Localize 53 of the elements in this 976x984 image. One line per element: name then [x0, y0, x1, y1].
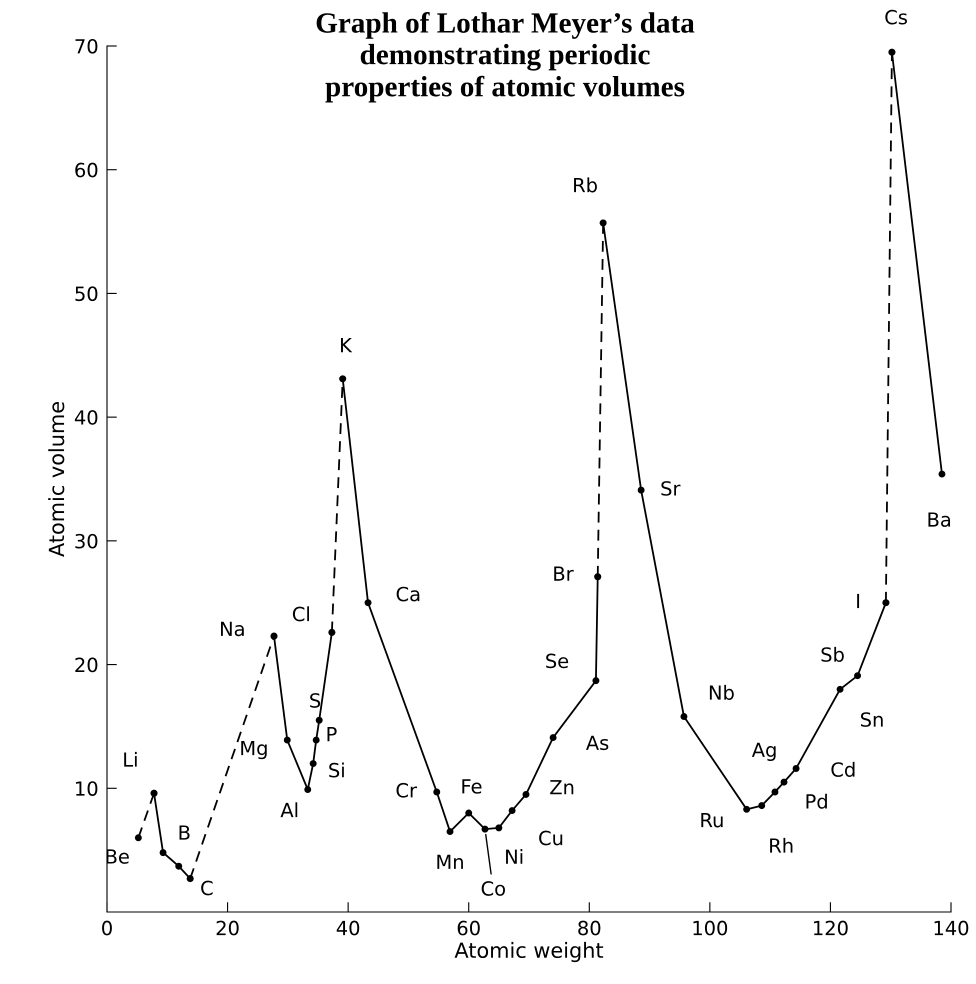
annotation: Nb: [710, 684, 734, 700]
annotation: Cd: [831, 762, 854, 777]
annotation: As: [586, 736, 608, 750]
annotation: Mn: [437, 854, 463, 869]
annotation: Ca: [396, 586, 420, 602]
annotation: Cl: [292, 606, 309, 622]
annotation: Ni: [506, 849, 522, 864]
annotation: Rb: [574, 177, 597, 192]
annotation: Fe: [462, 779, 482, 794]
annotation: I: [857, 594, 860, 608]
annotation: Ag: [752, 742, 776, 761]
x-tick-label: 100: [693, 920, 728, 936]
x-tick-label: 20: [216, 920, 239, 936]
chart-title: Graph of Lothar Meyer’s data demonstrating periodic properties of atomic volumes: [316, 12, 694, 102]
annotation: Sr: [661, 481, 680, 496]
x-tick-label: 60: [458, 920, 480, 936]
annotation: C: [201, 880, 213, 896]
annotation: K: [341, 338, 352, 352]
annotation: Sn: [860, 712, 883, 727]
annotation: Na: [221, 622, 244, 636]
annotation: Ba: [928, 512, 950, 527]
y-axis-title: Atomic volume: [48, 402, 64, 557]
annotation: Al: [280, 802, 298, 818]
y-tick-label: 70: [76, 38, 98, 54]
annotation: Li: [124, 752, 137, 767]
annotation: Co: [482, 881, 505, 896]
annotation: S: [310, 693, 320, 708]
annotation: Si: [329, 762, 344, 778]
y-tick-label: 50: [75, 286, 98, 302]
x-axis-title: Atomic weight: [454, 942, 604, 962]
annotation: Mg: [241, 740, 267, 760]
annotation: Ru: [701, 813, 723, 828]
y-tick-label: 20: [75, 658, 98, 672]
x-tick-label: 140: [934, 920, 968, 936]
x-tick-label: 0: [102, 920, 112, 936]
annotation: Se: [546, 654, 568, 668]
annotation: Br: [554, 566, 574, 581]
annotation: Rh: [770, 838, 792, 853]
y-tick-label: 30: [75, 534, 98, 549]
y-tick-label: 60: [75, 162, 98, 178]
y-tick-label: 10: [76, 781, 98, 796]
annotation: P: [328, 727, 337, 742]
annotation: Cs: [885, 10, 907, 24]
annotation: Cu: [539, 830, 562, 846]
annotation: Cr: [396, 782, 417, 798]
annotation: Zn: [550, 780, 574, 794]
y-tick-label: 40: [74, 410, 98, 425]
annotation: Sb: [821, 646, 844, 662]
x-tick-label: 80: [578, 920, 600, 936]
x-tick-label: 120: [814, 920, 848, 936]
annotation: B: [180, 825, 190, 840]
x-tick-label: 40: [336, 920, 360, 936]
annotation: Pd: [806, 794, 827, 809]
